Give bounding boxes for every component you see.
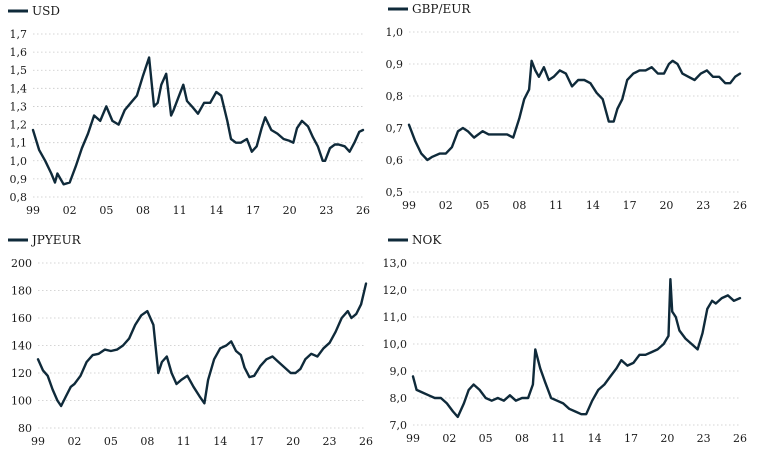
x-tick-label: 05 <box>479 432 493 445</box>
x-tick-label: 11 <box>177 435 191 448</box>
x-tick-label: 17 <box>250 435 264 448</box>
x-tick-label: 14 <box>588 432 602 445</box>
y-tick-label: 10,0 <box>383 338 408 351</box>
x-tick-label: 02 <box>63 204 77 217</box>
x-tick-label: 14 <box>586 199 600 212</box>
y-tick-label: 80 <box>18 422 32 435</box>
chart-panel-2: GBP/EUR 0,5 0,6 0,7 0,8 0,9 1,0 99 02 05 08 11 14 17 2… <box>386 2 748 212</box>
y-tick-label: 160 <box>11 312 32 325</box>
y-tick-label: 0,9 <box>10 173 28 186</box>
x-tick-label: 20 <box>659 199 673 212</box>
x-tick-label: 08 <box>136 204 150 217</box>
x-tick-label: 26 <box>359 435 373 448</box>
chart-panel-4: NOK 7,0 8,0 9,0 10,0 11,0 12,0 13,0 99 02 05 08 11 14… <box>383 233 748 445</box>
x-tick-label: 23 <box>323 435 337 448</box>
y-tick-label: 1,4 <box>10 82 28 95</box>
x-tick-label: 99 <box>26 204 40 217</box>
x-tick-label: 08 <box>515 432 529 445</box>
y-tick-label: 0,7 <box>386 122 404 135</box>
y-tick-label: 140 <box>11 340 32 353</box>
x-tick-label: 14 <box>209 204 223 217</box>
series-line <box>407 59 742 162</box>
x-tick-label: 11 <box>551 432 565 445</box>
y-tick-label: 1,1 <box>10 137 28 150</box>
y-tick-label: 0,5 <box>386 186 404 199</box>
series-line <box>411 278 742 419</box>
x-tick-label: 17 <box>624 432 638 445</box>
chart-panel-1: USD 0,8 0,9 1,0 1,1 1,2 1,3 1,4 1,5 1,6 1,7 99 02 05 0… <box>8 4 370 217</box>
x-tick-label: 17 <box>246 204 260 217</box>
x-tick-label: 23 <box>696 199 710 212</box>
x-tick-label: 11 <box>549 199 563 212</box>
x-tick-label: 26 <box>356 204 370 217</box>
y-tick-label: 0,6 <box>386 154 404 167</box>
x-tick-label: 08 <box>512 199 526 212</box>
x-tick-label: 02 <box>67 435 81 448</box>
x-tick-label: 99 <box>31 435 45 448</box>
x-tick-label: 11 <box>173 204 187 217</box>
y-tick-label: 0,8 <box>10 191 28 204</box>
x-tick-label: 26 <box>733 432 747 445</box>
x-tick-label: 02 <box>439 199 453 212</box>
y-tick-label: 8,0 <box>390 392 408 405</box>
y-tick-label: 1,3 <box>10 100 28 113</box>
y-tick-label: 100 <box>11 395 32 408</box>
y-tick-label: 1,0 <box>10 155 28 168</box>
x-tick-label: 20 <box>286 435 300 448</box>
y-tick-label: 1,5 <box>10 64 28 77</box>
x-tick-label: 05 <box>99 204 113 217</box>
chart-panel-3: JPYEUR 80 100 120 140 160 180 200 99 02 05 08 11 14 17… <box>8 233 373 448</box>
x-tick-label: 20 <box>283 204 297 217</box>
x-tick-label: 23 <box>697 432 711 445</box>
x-tick-label: 05 <box>104 435 118 448</box>
legend-label: GBP/EUR <box>412 2 471 16</box>
x-tick-label: 99 <box>402 199 416 212</box>
x-tick-label: 08 <box>140 435 154 448</box>
y-tick-label: 13,0 <box>383 257 408 270</box>
x-tick-label: 17 <box>623 199 637 212</box>
y-tick-label: 120 <box>11 367 32 380</box>
y-tick-label: 200 <box>11 257 32 270</box>
series-line <box>36 282 368 408</box>
y-tick-label: 0,8 <box>386 90 404 103</box>
legend-label: JPYEUR <box>30 233 82 247</box>
x-tick-label: 14 <box>213 435 227 448</box>
y-tick-label: 180 <box>11 285 32 298</box>
y-tick-label: 1,2 <box>10 119 28 132</box>
y-tick-label: 1,0 <box>386 26 404 39</box>
x-tick-label: 05 <box>476 199 490 212</box>
y-tick-label: 0,9 <box>386 58 404 71</box>
x-tick-label: 99 <box>406 432 420 445</box>
y-tick-label: 1,6 <box>10 46 28 59</box>
x-tick-label: 20 <box>660 432 674 445</box>
x-tick-label: 02 <box>442 432 456 445</box>
legend-label: USD <box>32 4 60 18</box>
legend-label: NOK <box>412 233 442 247</box>
y-tick-label: 7,0 <box>390 419 408 432</box>
y-tick-label: 12,0 <box>383 284 408 297</box>
x-tick-label: 23 <box>319 204 333 217</box>
series-line <box>31 56 365 186</box>
y-tick-label: 11,0 <box>383 311 408 324</box>
x-tick-label: 26 <box>733 199 747 212</box>
y-tick-label: 9,0 <box>390 365 408 378</box>
y-tick-label: 1,7 <box>10 28 28 41</box>
